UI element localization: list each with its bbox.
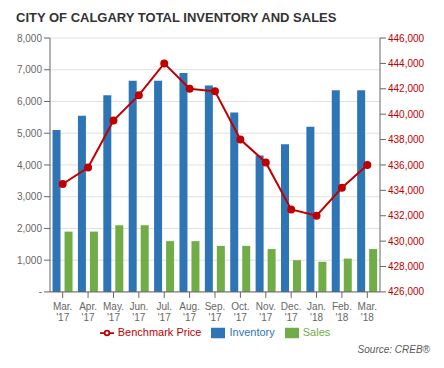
- svg-text:Mar.'18: Mar.'18: [358, 301, 377, 323]
- svg-text:1,000: 1,000: [17, 255, 42, 266]
- html-text:Benchmark Price: Benchmark Price: [117, 325, 202, 338]
- svg-text:8,000: 8,000: [17, 33, 42, 44]
- svg-text:Jan.'18: Jan.'18: [307, 301, 326, 323]
- svg-text:Jun.'17: Jun.'17: [129, 301, 148, 323]
- svg-text:Mar.'17: Mar.'17: [53, 301, 72, 323]
- svg-text:446,000: 446,000: [388, 33, 425, 44]
- svg-text:-: -: [39, 286, 42, 297]
- html-text:CITY OF CALGARY TOTAL INVENTOR: CITY OF CALGARY TOTAL INVENTORY AND SALE…: [16, 10, 337, 25]
- svg-text:426,000: 426,000: [388, 286, 425, 297]
- svg-text:Sep.'17: Sep.'17: [205, 301, 226, 323]
- svg-text:442,000: 442,000: [388, 83, 425, 94]
- svg-text:440,000: 440,000: [388, 109, 425, 120]
- svg-text:Feb.'18: Feb.'18: [332, 301, 352, 323]
- svg-text:Aug.'17: Aug.'17: [179, 301, 200, 323]
- svg-text:2,000: 2,000: [17, 223, 42, 234]
- svg-text:432,000: 432,000: [388, 210, 425, 221]
- svg-text:May.'17: May.'17: [103, 301, 124, 323]
- html-text:Source: CREB®: Source: CREB®: [357, 344, 430, 355]
- svg-text:3,000: 3,000: [17, 191, 42, 202]
- svg-text:7,000: 7,000: [17, 64, 42, 75]
- svg-text:Nov.'17: Nov.'17: [256, 301, 276, 323]
- svg-text:4,000: 4,000: [17, 160, 42, 171]
- svg-text:428,000: 428,000: [388, 261, 425, 272]
- svg-text:434,000: 434,000: [388, 185, 425, 196]
- svg-text:6,000: 6,000: [17, 96, 42, 107]
- svg-text:430,000: 430,000: [388, 236, 425, 247]
- svg-text:436,000: 436,000: [388, 160, 425, 171]
- svg-text:5,000: 5,000: [17, 128, 42, 139]
- svg-text:Apr.'17: Apr.'17: [79, 301, 97, 323]
- svg-text:Dec.'17: Dec.'17: [281, 301, 302, 323]
- html-text:Sales: Sales: [302, 325, 331, 338]
- svg-text:444,000: 444,000: [388, 58, 425, 69]
- svg-text:Jul.'17: Jul.'17: [156, 301, 172, 323]
- html-text:Inventory: Inventory: [229, 325, 275, 338]
- svg-text:438,000: 438,000: [388, 134, 425, 145]
- svg-text:Oct.'17: Oct.'17: [231, 301, 249, 323]
